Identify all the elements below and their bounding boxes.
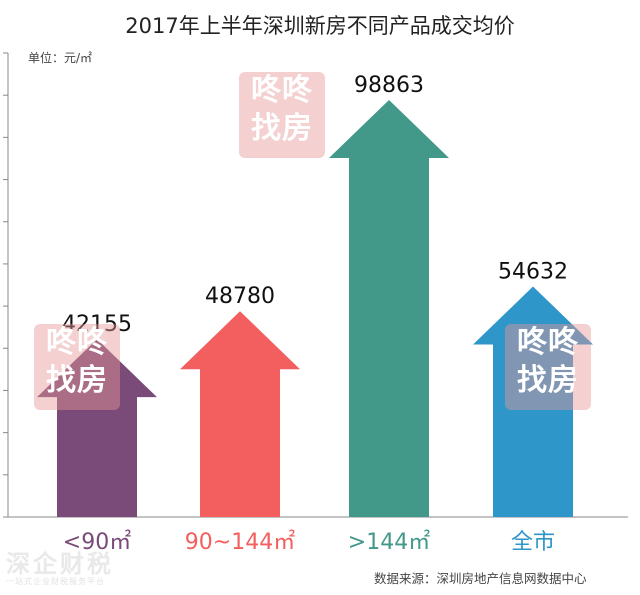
- bar-arrow: [329, 99, 449, 517]
- bar-arrow: [473, 286, 593, 517]
- unit-label: 单位：元/㎡: [28, 51, 93, 65]
- watermark-line2: 找房: [251, 111, 313, 146]
- source-note: 数据来源：深圳房地产信息网数据中心: [374, 571, 587, 586]
- footer-watermark: 深企财税: [6, 550, 114, 578]
- watermark-line1: 咚咚: [517, 325, 579, 360]
- data-label: 48780: [205, 284, 275, 309]
- footer-watermark-sub: 一站式企业财税服务平台: [6, 577, 105, 586]
- x-tick-label: >144㎡: [348, 529, 430, 555]
- watermark-logo: 咚咚 找房: [239, 72, 325, 158]
- x-tick-label: 90~144㎡: [185, 529, 295, 555]
- data-label: 54632: [498, 260, 568, 285]
- watermark-line2: 找房: [46, 363, 108, 398]
- x-tick-label: 全市: [511, 530, 555, 555]
- chart-title: 2017年上半年深圳新房不同产品成交均价: [125, 14, 515, 38]
- watermark-logo: 咚咚 找房: [505, 324, 591, 410]
- watermark-line1: 咚咚: [46, 325, 108, 360]
- x-tick-label: <90㎡: [63, 529, 131, 555]
- bar-arrow: [37, 339, 157, 517]
- watermark-line1: 咚咚: [251, 73, 313, 108]
- bar-arrow: [180, 311, 300, 517]
- data-label: 42155: [62, 312, 132, 337]
- watermark-line2: 找房: [517, 363, 579, 398]
- watermark-logo: 咚咚 找房: [34, 324, 120, 410]
- data-label: 98863: [354, 73, 424, 98]
